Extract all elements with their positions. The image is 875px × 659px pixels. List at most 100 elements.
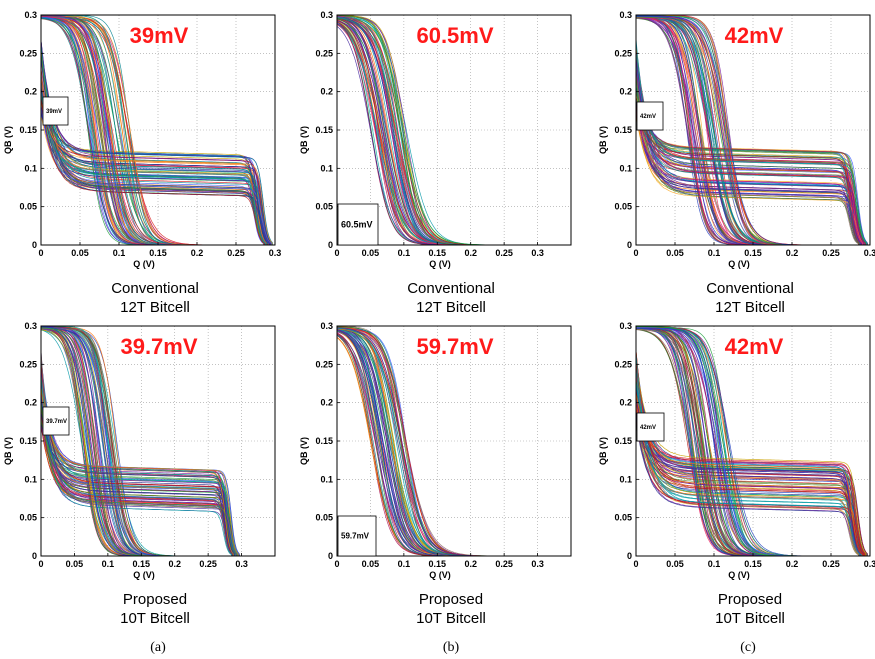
- y-tick-label: 0.1: [24, 163, 37, 173]
- curve-line: [41, 326, 275, 556]
- y-tick-label: 0.15: [614, 436, 632, 446]
- y-tick-label: 0.25: [19, 48, 37, 58]
- curve-line: [41, 95, 273, 245]
- y-tick-label: 0.3: [24, 321, 37, 331]
- x-tick-label: 0.2: [464, 559, 477, 569]
- snm-box: [337, 203, 379, 246]
- curve-line: [337, 329, 571, 556]
- x-tick-label: 0.05: [66, 559, 84, 569]
- curve-line: [337, 17, 571, 245]
- x-tick-label: 0: [38, 248, 43, 258]
- curve-line: [636, 76, 860, 245]
- curve-line: [41, 92, 267, 245]
- curve-line: [636, 106, 861, 245]
- curve-line: [41, 375, 234, 556]
- y-axis-label: QB (V): [598, 126, 608, 154]
- curve-line: [41, 327, 275, 556]
- panel-caption: Conventional: [706, 280, 794, 297]
- y-tick-label: 0.25: [614, 48, 632, 58]
- curve-line: [41, 53, 271, 245]
- curve-line: [636, 15, 870, 245]
- curve-line: [636, 327, 870, 556]
- curve-line: [636, 423, 860, 556]
- x-tick-label: 0.15: [744, 559, 762, 569]
- curve-line: [41, 76, 267, 245]
- y-axis-label: QB (V): [299, 126, 309, 154]
- curve-line: [636, 371, 861, 556]
- curve-line: [337, 329, 571, 556]
- chart-panel-3: 0 0.05 0.1 0.15 0.2 0.25 0.3 0 0.05 0.1 0.15 0.2 0.2…: [598, 10, 875, 316]
- curve-line: [636, 361, 867, 556]
- curve-line: [636, 16, 870, 245]
- x-tick-label: 0.25: [495, 559, 513, 569]
- curve-line: [636, 16, 870, 245]
- curve-line: [41, 39, 268, 245]
- y-tick-label: 0.1: [320, 474, 333, 484]
- snm-title: 42mV: [725, 334, 784, 359]
- x-tick-label: 0.15: [133, 559, 151, 569]
- curve-line: [636, 55, 865, 245]
- curve-line: [41, 401, 239, 556]
- snm-box-label: 59.7mV: [341, 532, 370, 541]
- curve-line: [636, 422, 860, 556]
- y-tick-label: 0.3: [619, 10, 632, 20]
- x-tick-label: 0: [633, 559, 638, 569]
- curve-line: [41, 390, 238, 556]
- panel-caption: 12T Bitcell: [416, 299, 486, 316]
- snm-box: [636, 412, 665, 442]
- curve-line: [41, 44, 266, 245]
- y-tick-label: 0.05: [19, 513, 37, 523]
- curve-line: [41, 395, 234, 556]
- curve-line: [636, 359, 867, 556]
- curve-line: [41, 361, 235, 556]
- panel-caption: Proposed: [419, 591, 483, 608]
- y-tick-label: 0: [32, 551, 37, 561]
- snm-box-label: 60.5mV: [341, 220, 373, 230]
- curve-line: [636, 424, 861, 556]
- y-tick-label: 0.3: [619, 321, 632, 331]
- curve-line: [41, 87, 268, 245]
- x-tick-label: 0.15: [744, 248, 762, 258]
- curve-line: [636, 407, 866, 556]
- curve-line: [41, 15, 275, 245]
- curve-line: [636, 44, 861, 245]
- curve-line: [636, 357, 859, 556]
- curve-line: [337, 333, 571, 556]
- x-axis-label: Q (V): [133, 570, 155, 580]
- curve-line: [41, 40, 266, 245]
- chart-panel-6: 0 0.05 0.1 0.15 0.2 0.25 0.3 0 0.05 0.1 0.15 0.2 0.2…: [598, 321, 875, 627]
- curve-line: [337, 17, 571, 245]
- y-tick-label: 0.05: [614, 202, 632, 212]
- curve-line: [337, 326, 571, 556]
- curve-line: [337, 329, 571, 556]
- curve-line: [636, 69, 859, 245]
- snm-title: 60.5mV: [416, 23, 493, 48]
- y-tick-label: 0.2: [24, 87, 37, 97]
- y-tick-label: 0.3: [320, 10, 333, 20]
- curve-line: [41, 366, 234, 556]
- curve-line: [41, 100, 273, 245]
- curve-line: [636, 402, 865, 556]
- curve-line: [337, 16, 571, 245]
- curve-line: [636, 326, 870, 556]
- curve-line: [337, 329, 571, 556]
- panel-caption: 10T Bitcell: [416, 610, 486, 627]
- curve-line: [41, 391, 234, 556]
- curve-line: [636, 327, 870, 556]
- snm-box-label: 42mV: [640, 425, 656, 431]
- y-axis-label: QB (V): [299, 437, 309, 465]
- x-tick-label: 0.25: [822, 559, 840, 569]
- panel-caption: Proposed: [123, 591, 187, 608]
- curve-line: [636, 420, 866, 556]
- snm-box: [337, 515, 377, 557]
- y-tick-label: 0.25: [315, 48, 333, 58]
- curve-line: [337, 326, 571, 556]
- snm-box: [42, 96, 69, 126]
- x-tick-label: 0: [334, 248, 339, 258]
- curve-line: [636, 71, 866, 245]
- curve-line: [41, 89, 266, 245]
- curve-line: [41, 16, 275, 245]
- x-tick-label: 0.1: [708, 559, 721, 569]
- y-tick-label: 0.15: [315, 436, 333, 446]
- curve-line: [41, 326, 275, 556]
